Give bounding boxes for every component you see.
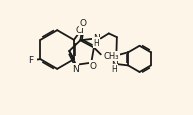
Text: F: F [29,56,34,65]
Text: N: N [72,64,78,73]
Text: N: N [111,61,118,70]
Text: Cl: Cl [75,26,84,35]
Text: H: H [93,39,99,47]
Text: CH₃: CH₃ [103,52,119,61]
Text: O: O [90,61,97,70]
Text: N: N [93,34,100,43]
Text: O: O [80,19,87,28]
Text: H: H [111,65,117,74]
